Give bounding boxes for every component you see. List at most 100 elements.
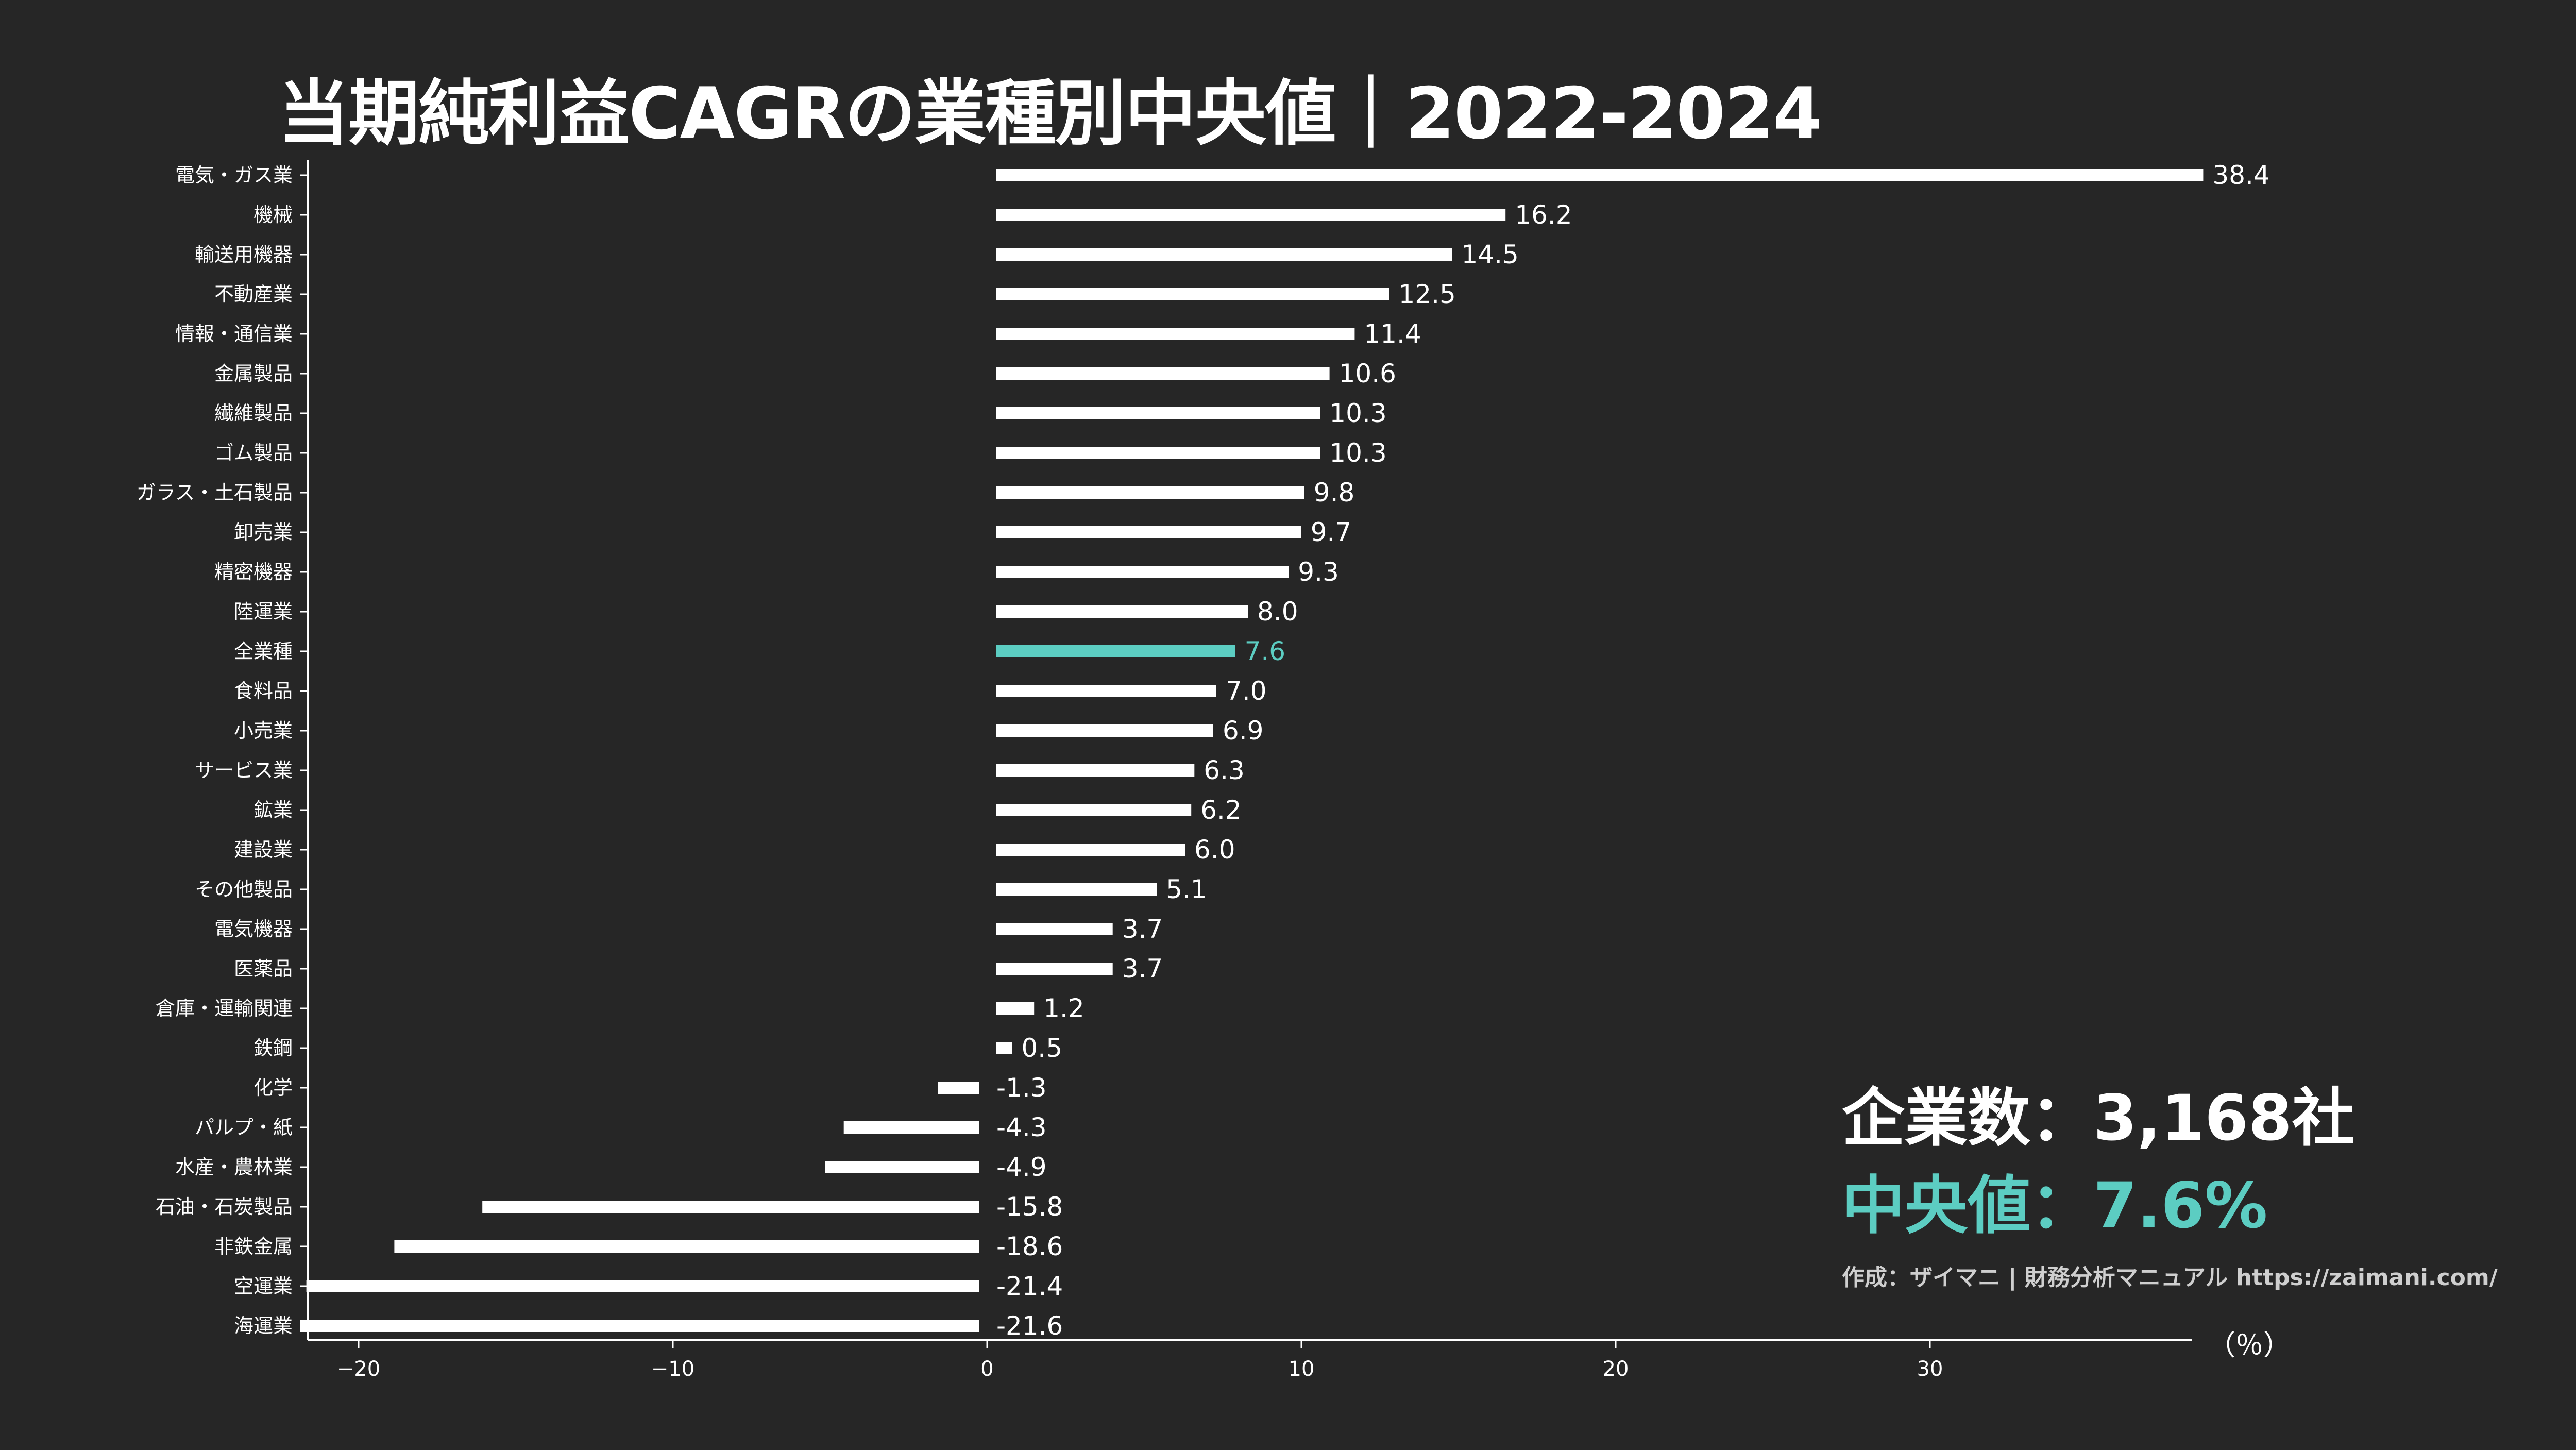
value-label: 10.6 [1339, 359, 1396, 389]
bar [996, 566, 1289, 578]
bar [938, 1082, 979, 1094]
category-label: パルプ・紙 [195, 1116, 293, 1139]
category-label: 石油・石炭製品 [156, 1195, 293, 1218]
bar [996, 724, 1213, 737]
category-label: 情報・通信業 [175, 323, 293, 345]
category-label: サービス業 [195, 759, 293, 782]
value-label: 9.7 [1311, 517, 1352, 547]
chart-title: 当期純利益CAGRの業種別中央値｜2022-2024 [278, 72, 1822, 155]
bar [996, 288, 1389, 300]
category-label: 電気・ガス業 [175, 164, 293, 187]
x-tick-label: 30 [1917, 1357, 1943, 1381]
x-tick-label: 0 [980, 1357, 993, 1381]
bar [996, 883, 1157, 896]
value-label: 8.0 [1257, 597, 1298, 627]
bar [996, 169, 2204, 181]
bar [300, 1320, 979, 1332]
value-label: 14.5 [1462, 240, 1519, 269]
value-label: 10.3 [1329, 438, 1386, 468]
value-label: 16.2 [1515, 200, 1572, 230]
category-label: 全業種 [234, 640, 293, 663]
value-label: 6.9 [1223, 716, 1264, 746]
category-label: 鉄鋼 [253, 1037, 293, 1059]
category-label: 輸送用機器 [195, 243, 293, 266]
bar [306, 1280, 979, 1292]
bar [996, 963, 1113, 975]
value-label: 6.0 [1194, 835, 1235, 865]
value-label: 7.6 [1245, 636, 1286, 666]
bar [996, 685, 1216, 697]
category-label: 繊維製品 [214, 402, 293, 425]
bar [996, 1042, 1012, 1054]
bar [996, 844, 1185, 856]
bar [996, 407, 1320, 419]
value-label: 6.3 [1204, 755, 1245, 785]
category-label: 水産・農林業 [175, 1156, 293, 1178]
credit-line: 作成：ザイマニ | 財務分析マニュアル https://zaimani.com/ [1842, 1264, 2498, 1291]
category-label: 卸売業 [234, 521, 293, 544]
category-label: 化学 [253, 1076, 293, 1099]
x-tick-label: 20 [1603, 1357, 1629, 1381]
bar [996, 486, 1304, 499]
category-label: 倉庫・運輸関連 [156, 997, 293, 1020]
bar [996, 804, 1192, 816]
x-tick-label: −20 [337, 1357, 380, 1381]
bar [996, 209, 1506, 221]
category-label: 空運業 [234, 1275, 293, 1297]
bar [996, 248, 1452, 261]
value-label: 5.1 [1166, 874, 1207, 904]
category-label: 非鉄金属 [214, 1235, 293, 1258]
category-label: 鉱業 [253, 799, 293, 821]
value-label: 6.2 [1200, 795, 1242, 825]
category-label: 金属製品 [214, 362, 293, 385]
value-label: 3.7 [1122, 954, 1163, 984]
bar [996, 764, 1195, 777]
bar [482, 1201, 979, 1213]
value-label: 38.4 [2212, 160, 2269, 190]
bar [394, 1240, 979, 1253]
value-label: 3.7 [1122, 914, 1163, 944]
category-label: 陸運業 [234, 600, 293, 623]
bar [825, 1161, 979, 1173]
bar [996, 447, 1320, 459]
category-label: 海運業 [234, 1314, 293, 1337]
value-label: 1.2 [1043, 993, 1084, 1023]
category-label: 小売業 [234, 719, 293, 742]
category-label: その他製品 [195, 878, 293, 901]
value-label: 9.8 [1314, 478, 1355, 508]
category-label: 建設業 [234, 838, 293, 861]
bar [996, 605, 1248, 618]
value-label: -21.4 [996, 1271, 1063, 1301]
category-label: 機械 [253, 204, 293, 226]
company-count: 企業数：3,168社 [1842, 1082, 2355, 1155]
value-label: -4.9 [996, 1152, 1047, 1182]
category-label: 電気機器 [214, 918, 293, 940]
x-tick-label: −10 [651, 1357, 694, 1381]
summary-panel: 企業数：3,168社 中央値：7.6% 作成：ザイマニ | 財務分析マニュアル … [1842, 1074, 2498, 1292]
value-label: 7.0 [1226, 676, 1267, 706]
value-label: -1.3 [996, 1073, 1047, 1103]
value-label: -18.6 [996, 1232, 1063, 1261]
bar [996, 1002, 1035, 1015]
category-label: 精密機器 [214, 561, 293, 583]
x-tick-label: 10 [1289, 1357, 1315, 1381]
category-label: ガラス・土石製品 [137, 481, 293, 504]
value-label: -21.6 [996, 1311, 1063, 1341]
category-label: 医薬品 [234, 957, 293, 980]
bar [996, 526, 1301, 538]
value-label: -4.3 [996, 1112, 1047, 1142]
category-label: 不動産業 [214, 283, 293, 306]
value-label: 9.3 [1298, 557, 1339, 587]
value-label: 10.3 [1329, 398, 1386, 428]
bar [996, 923, 1113, 935]
bar [996, 328, 1355, 340]
value-label: 12.5 [1399, 279, 1456, 309]
value-label: 11.4 [1364, 319, 1421, 349]
highlight-bar [996, 645, 1235, 657]
value-label: 0.5 [1022, 1033, 1063, 1063]
median-value: 中央値：7.6% [1842, 1169, 2268, 1242]
x-axis-unit-label: （％） [2208, 1329, 2291, 1361]
category-label: 食料品 [234, 680, 293, 702]
category-label: ゴム製品 [214, 442, 293, 464]
